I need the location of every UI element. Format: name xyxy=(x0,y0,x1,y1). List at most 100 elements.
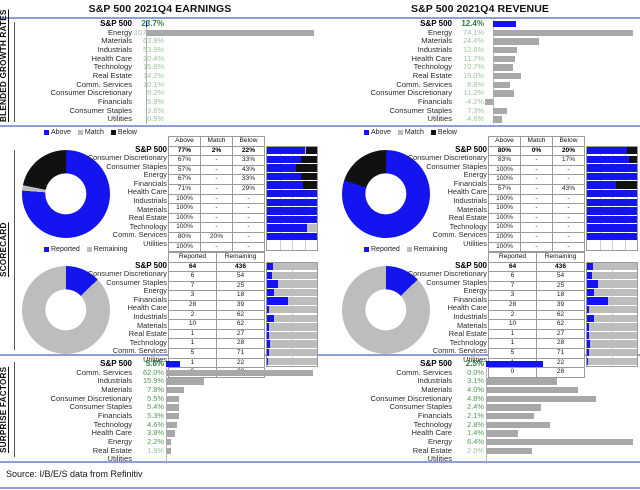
table-row: 28 39 xyxy=(488,299,585,311)
table-cell: - xyxy=(520,241,553,253)
growth-bar xyxy=(492,73,522,80)
surprise-row-value: 7.8% xyxy=(147,384,164,394)
growth-row: Consumer Staples 7.3% xyxy=(320,106,640,116)
stacked-bar-row xyxy=(587,323,637,332)
segment-remaining xyxy=(607,297,637,305)
growth-row-label: Energy xyxy=(427,27,452,37)
segment-reported xyxy=(587,340,591,348)
legend-label-reported: Reported xyxy=(51,246,80,253)
surprise-row-label: Materials xyxy=(421,384,452,394)
segment-reported xyxy=(267,323,269,331)
surprise-row-label: Comm. Services xyxy=(76,367,132,377)
growth-row-label: Consumer Discretionary xyxy=(370,88,452,98)
segment-reported xyxy=(267,340,271,348)
segment-reported xyxy=(587,331,589,340)
reported-row-label: Utilities xyxy=(143,355,167,365)
scorecard-row-label: Health Care xyxy=(447,187,487,197)
table-cell: 100% xyxy=(168,212,201,224)
surprise-row-label: Industrials xyxy=(417,376,452,386)
growth-row-label: Technology xyxy=(413,62,452,72)
stacked-bar-row xyxy=(587,189,637,198)
stacked-bar-row xyxy=(587,340,637,349)
surprise-row-value: 5.8% xyxy=(145,359,164,368)
segment-below xyxy=(627,147,637,155)
table-cell: 20% xyxy=(552,145,585,157)
reported-table: Reported Remaining 64 436 6 54 7 25 3 18 28 39 2 62 10… xyxy=(168,252,265,378)
scorecard-earnings-chart: S&P 500 Consumer Discretionary Consumer St… xyxy=(0,136,320,262)
table-cell: 83% xyxy=(488,155,521,166)
surprise-row-label: Real Estate xyxy=(92,445,132,455)
table-cell: 71 xyxy=(536,347,585,359)
table-row: 100% - - xyxy=(488,203,585,214)
scorecard-row-labels: S&P 500 Consumer Discretionary Consumer St… xyxy=(320,145,487,249)
scorecard-row-label: Industrials xyxy=(133,196,167,206)
growth-row: Consumer Staples 3.6% xyxy=(0,105,320,116)
reported-bars xyxy=(586,261,638,368)
gridline xyxy=(624,146,626,251)
stacked-bar-row xyxy=(267,271,317,280)
table-cell: - xyxy=(552,241,585,253)
growth-row-value: 3.6% xyxy=(147,105,164,115)
surprise-bar xyxy=(166,387,185,394)
growth-row-value: 15.0% xyxy=(463,70,484,80)
segment-below xyxy=(300,155,317,164)
table-header-row: Reported Remaining xyxy=(168,252,265,263)
scorecard-row-label: Technology xyxy=(449,221,487,231)
table-cell: 77% xyxy=(168,145,201,157)
table-cell: 6 xyxy=(488,271,537,282)
table-cell: 20% xyxy=(200,231,233,243)
table-row: 77% 2% 22% xyxy=(168,145,265,157)
table-cell: 18 xyxy=(216,290,265,301)
table-row: 1 27 xyxy=(168,328,265,340)
surprise-row-label: Consumer Discretionary xyxy=(370,393,452,403)
table-cell: 64 xyxy=(168,261,217,273)
table-header-row: Reported Remaining xyxy=(488,252,585,263)
growth-row-label: Utilities xyxy=(427,114,452,124)
growth-row: Energy10787.8% xyxy=(0,28,320,38)
table-cell: 5 xyxy=(488,347,537,359)
surprise-row-value: 2.0% xyxy=(467,445,484,455)
segment-reported xyxy=(587,297,608,305)
scorecard-row-label: Health Care xyxy=(127,187,167,197)
stacked-bar-row xyxy=(587,241,637,250)
segment-reported xyxy=(587,263,594,271)
table-cell: - xyxy=(520,193,553,205)
legend-reported-revenue: Reported Remaining xyxy=(364,246,454,253)
growth-row: Utilities 4.6% xyxy=(320,115,640,124)
segment-above xyxy=(267,198,317,207)
table-cell: 67% xyxy=(168,174,201,185)
table-cell: 39 xyxy=(536,299,585,311)
reported-row-label: Financials xyxy=(133,294,167,304)
table-cell: - xyxy=(200,193,233,205)
segment-remaining xyxy=(588,357,637,366)
surprise-row-value: 5.5% xyxy=(147,393,164,403)
table-cell: 2 xyxy=(168,309,217,321)
table-column-header: Reported xyxy=(168,252,217,263)
segment-above xyxy=(267,215,317,224)
surprise-bar xyxy=(486,421,551,428)
surprise-row-label: Financials xyxy=(417,410,452,420)
surprise-row-value: 1.4% xyxy=(467,428,484,438)
segment-above xyxy=(267,164,296,172)
scorecard-row-label: Financials xyxy=(453,178,487,188)
table-cell: - xyxy=(200,174,233,185)
table-cell: 62 xyxy=(216,319,265,330)
segment-above xyxy=(587,224,637,232)
gridline xyxy=(292,146,293,251)
table-row: 100% - - xyxy=(168,222,265,233)
gridline xyxy=(304,146,306,251)
reported-row-label: Materials xyxy=(137,320,167,330)
table-cell: 67% xyxy=(168,155,201,166)
segment-above xyxy=(587,155,629,164)
scorecard-row-label: Utilities xyxy=(143,239,167,249)
surprise-row-value: 3.8% xyxy=(147,428,164,438)
scorecard-table: Above Match Below 77% 2% 22% 67% -33% 57% -43% 67%… xyxy=(168,136,265,262)
growth-row-value: 63.8% xyxy=(143,36,164,46)
segment-below xyxy=(615,181,637,189)
surprise-row: Technology 2.8% xyxy=(320,420,640,430)
surprise-row-value: 62.0% xyxy=(143,367,164,377)
scorecard-table: Above Match Below 80% 0% 20% 83% -17% 100% - -100%… xyxy=(488,136,585,262)
table-cell: - xyxy=(232,193,265,205)
table-row: 100% - - xyxy=(488,212,585,224)
growth-row: Consumer Discretionary 9.2% xyxy=(0,89,320,98)
